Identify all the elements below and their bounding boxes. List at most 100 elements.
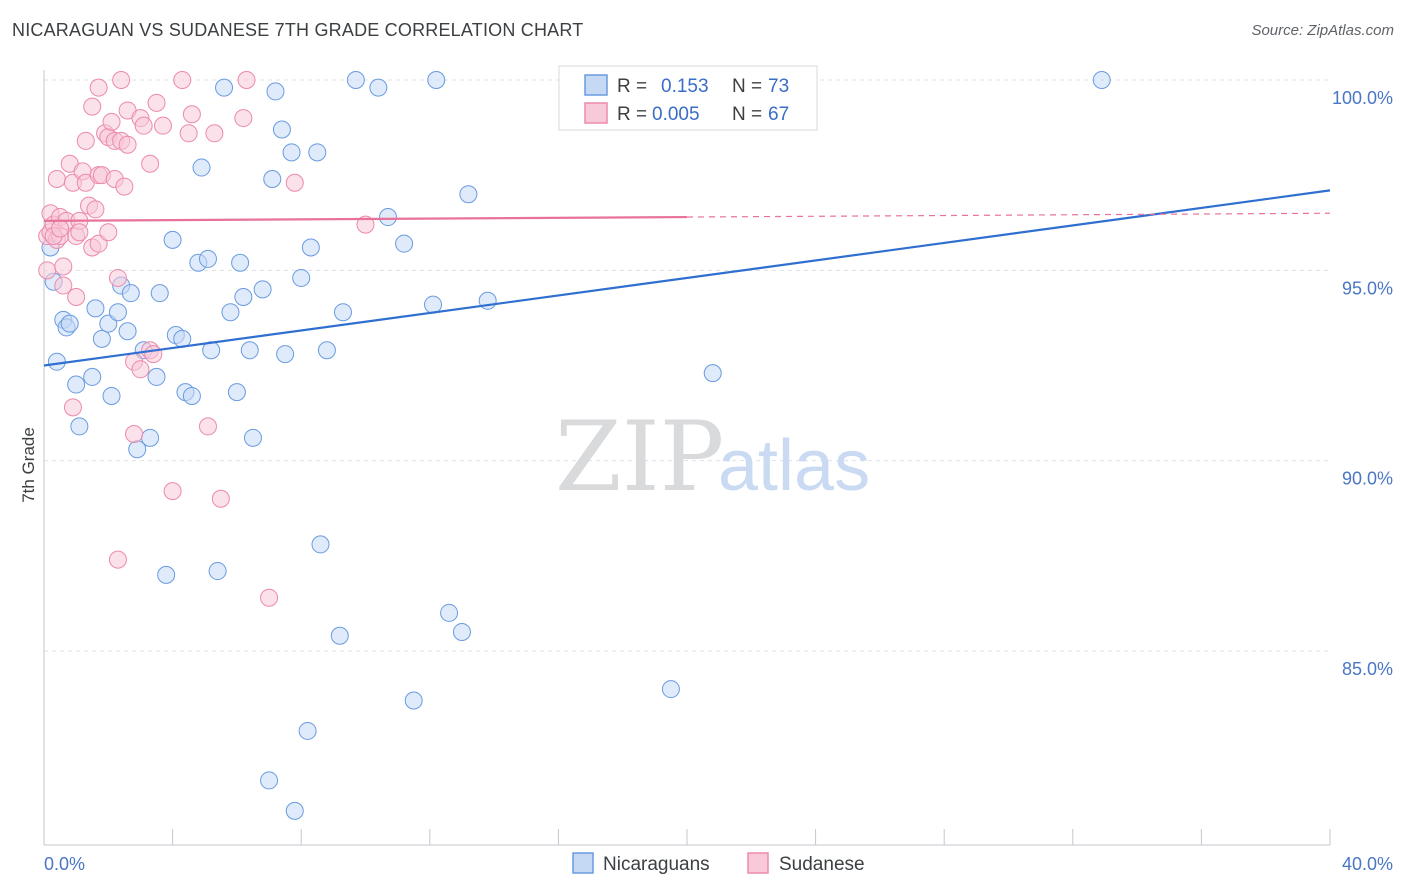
legend-n-value-2: 67 xyxy=(768,104,789,125)
point-sudanese xyxy=(108,550,127,569)
point-sudanese xyxy=(285,173,304,192)
point-nicaraguans xyxy=(301,238,320,257)
point-sudanese xyxy=(83,97,102,116)
point-nicaraguans xyxy=(150,284,169,303)
point-nicaraguans xyxy=(83,367,102,386)
chart-title: NICARAGUAN VS SUDANESE 7TH GRADE CORRELA… xyxy=(12,20,584,40)
point-nicaraguans xyxy=(282,143,301,162)
legend-n-label-2: N = xyxy=(732,104,762,125)
point-sudanese xyxy=(234,109,253,128)
point-sudanese xyxy=(54,257,73,276)
point-nicaraguans xyxy=(424,295,443,314)
legend-r-value-1: 0.153 xyxy=(661,76,709,97)
point-sudanese xyxy=(99,223,118,242)
axes xyxy=(43,70,1331,846)
point-sudanese xyxy=(102,112,121,131)
point-nicaraguans xyxy=(459,185,478,204)
watermark-zip: ZIP xyxy=(555,401,724,513)
point-nicaraguans xyxy=(272,120,291,139)
point-nicaraguans xyxy=(266,82,285,101)
bottom-legend-label-sudanese: Sudanese xyxy=(779,854,865,875)
x-tick-label-min: 0.0% xyxy=(44,854,85,874)
point-nicaraguans xyxy=(118,322,137,341)
legend-r-label-1: R = xyxy=(617,76,647,97)
point-sudanese xyxy=(179,124,198,143)
point-nicaraguans xyxy=(333,303,352,322)
grid-lines xyxy=(44,79,1330,652)
point-nicaraguans xyxy=(1092,71,1111,89)
legend-r-label-2: R = xyxy=(617,104,647,125)
bottom-legend-label-nicaraguans: Nicaraguans xyxy=(603,854,710,875)
point-sudanese xyxy=(51,219,70,238)
point-nicaraguans xyxy=(703,364,722,383)
point-nicaraguans xyxy=(243,428,262,447)
legend-n-value-1: 73 xyxy=(768,76,789,97)
y-tick-label: 90.0% xyxy=(1342,469,1393,489)
point-sudanese xyxy=(173,71,192,89)
legend-swatch-nicaraguans xyxy=(584,74,608,96)
point-sudanese xyxy=(163,482,182,501)
point-nicaraguans xyxy=(308,143,327,162)
trend-line-sudanese xyxy=(43,215,688,222)
point-sudanese xyxy=(89,78,108,97)
point-sudanese xyxy=(356,215,375,234)
y-tick-label: 95.0% xyxy=(1342,278,1393,298)
trend-line-nicaraguans xyxy=(43,189,1331,367)
point-sudanese xyxy=(118,135,137,154)
point-nicaraguans xyxy=(70,417,89,436)
point-nicaraguans xyxy=(215,78,234,97)
point-nicaraguans xyxy=(234,287,253,306)
point-sudanese xyxy=(70,223,89,242)
point-nicaraguans xyxy=(240,341,259,360)
point-nicaraguans xyxy=(298,721,317,740)
point-sudanese xyxy=(86,200,105,219)
point-sudanese xyxy=(144,345,163,364)
point-nicaraguans xyxy=(427,71,446,89)
point-sudanese xyxy=(147,93,166,112)
point-sudanese xyxy=(182,105,201,124)
x-tick-label-max: 40.0% xyxy=(1342,854,1393,874)
point-nicaraguans xyxy=(147,367,166,386)
legend-n-label-1: N = xyxy=(732,76,762,97)
point-nicaraguans xyxy=(121,284,140,303)
point-sudanese xyxy=(76,131,95,150)
point-sudanese xyxy=(237,71,256,89)
point-nicaraguans xyxy=(60,314,79,333)
point-nicaraguans xyxy=(92,329,111,348)
point-nicaraguans xyxy=(346,71,365,89)
point-sudanese xyxy=(54,276,73,295)
point-sudanese xyxy=(141,154,160,173)
bottom-legend: Nicaraguans Sudanese xyxy=(572,852,865,875)
legend-swatch-sudanese xyxy=(584,102,608,124)
point-nicaraguans xyxy=(157,565,176,584)
point-sudanese xyxy=(153,116,172,135)
point-nicaraguans xyxy=(141,428,160,447)
point-sudanese xyxy=(67,287,86,306)
point-nicaraguans xyxy=(276,345,295,364)
point-nicaraguans xyxy=(260,771,279,790)
y-tick-label: 100.0% xyxy=(1332,88,1393,108)
point-nicaraguans xyxy=(198,249,217,268)
point-nicaraguans xyxy=(263,169,282,188)
point-nicaraguans xyxy=(231,253,250,272)
trend-line-sudanese-extension xyxy=(686,212,1331,218)
y-tick-label: 85.0% xyxy=(1342,659,1393,679)
point-nicaraguans xyxy=(452,622,471,641)
point-nicaraguans xyxy=(253,280,272,299)
watermark: ZIP atlas xyxy=(555,401,870,513)
point-nicaraguans xyxy=(67,375,86,394)
point-sudanese xyxy=(38,261,57,280)
point-nicaraguans xyxy=(102,386,121,405)
point-nicaraguans xyxy=(192,158,211,177)
point-nicaraguans xyxy=(208,562,227,581)
point-sudanese xyxy=(112,71,131,89)
point-nicaraguans xyxy=(285,801,304,820)
y-axis-label: 7th Grade xyxy=(19,427,38,503)
point-sudanese xyxy=(108,268,127,287)
point-nicaraguans xyxy=(369,78,388,97)
point-nicaraguans xyxy=(227,383,246,402)
tick-labels: 85.0% 90.0% 95.0% 100.0% 0.0% 40.0% xyxy=(44,88,1393,874)
point-nicaraguans xyxy=(86,299,105,318)
point-sudanese xyxy=(63,398,82,417)
